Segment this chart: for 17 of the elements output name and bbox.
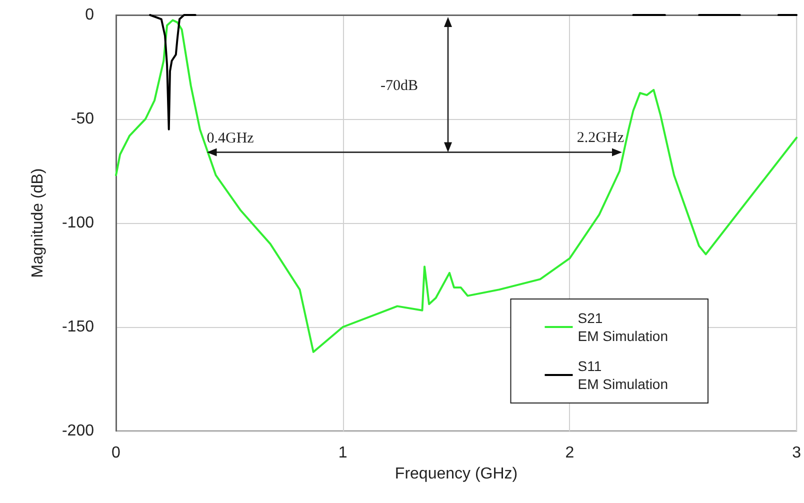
annotation: 0.4GHz bbox=[206, 130, 254, 146]
legend-label: S11 EM Simulation bbox=[578, 358, 668, 392]
x-tick-label: 3 bbox=[792, 444, 802, 462]
y-tick-label: -200 bbox=[62, 422, 94, 440]
legend-label: S21 EM Simulation bbox=[578, 310, 668, 344]
x-axis-title: Frequency (GHz) bbox=[394, 465, 518, 482]
x-tick-label: 1 bbox=[338, 444, 348, 462]
y-tick-label: -50 bbox=[70, 110, 94, 128]
annotation: -70dB bbox=[380, 78, 418, 94]
annotation: 2.2GHz bbox=[576, 130, 624, 146]
y-axis-title: Magnitude (dB) bbox=[30, 168, 46, 278]
y-tick-label: -150 bbox=[62, 318, 94, 336]
y-tick-label: -100 bbox=[62, 214, 94, 232]
x-tick-label: 0 bbox=[112, 444, 121, 462]
x-tick-label: 2 bbox=[565, 444, 574, 462]
line-series bbox=[115, 19, 798, 353]
y-tick-label: 0 bbox=[85, 6, 94, 24]
